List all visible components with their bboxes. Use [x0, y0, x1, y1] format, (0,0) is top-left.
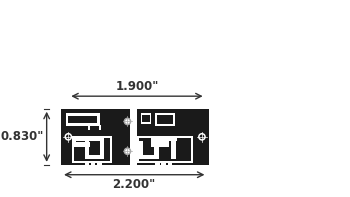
Bar: [90, 126, 99, 130]
Bar: [157, 115, 173, 124]
Bar: [155, 161, 160, 165]
Bar: [152, 138, 169, 142]
Bar: [74, 138, 110, 161]
Text: 0.830": 0.830": [1, 130, 44, 143]
Text: 2.200": 2.200": [113, 178, 156, 191]
Bar: [72, 142, 90, 147]
Bar: [72, 136, 76, 143]
Bar: [72, 136, 112, 163]
Circle shape: [65, 134, 71, 140]
Bar: [141, 113, 152, 124]
Bar: [85, 155, 104, 159]
Bar: [139, 155, 159, 159]
Bar: [137, 136, 193, 163]
Bar: [85, 161, 89, 165]
Bar: [154, 139, 159, 159]
Bar: [168, 161, 172, 165]
Bar: [85, 141, 89, 159]
Bar: [152, 142, 169, 147]
Circle shape: [199, 134, 205, 140]
Bar: [66, 113, 100, 126]
Bar: [88, 137, 104, 141]
Bar: [100, 137, 104, 159]
Bar: [161, 161, 166, 165]
Bar: [88, 125, 101, 130]
Bar: [72, 137, 94, 141]
Bar: [164, 138, 169, 147]
Bar: [139, 141, 143, 159]
Bar: [171, 137, 176, 159]
Circle shape: [126, 120, 129, 123]
Circle shape: [124, 118, 131, 125]
Bar: [137, 109, 209, 165]
Bar: [61, 109, 130, 165]
Bar: [91, 161, 96, 165]
Circle shape: [67, 135, 70, 138]
Bar: [97, 161, 102, 165]
Bar: [159, 137, 177, 141]
Bar: [68, 116, 97, 123]
Circle shape: [126, 150, 129, 153]
Bar: [139, 138, 191, 161]
Circle shape: [200, 135, 204, 138]
Circle shape: [124, 148, 131, 154]
Bar: [142, 115, 149, 122]
Bar: [155, 113, 175, 126]
Text: 1.900": 1.900": [115, 80, 159, 93]
